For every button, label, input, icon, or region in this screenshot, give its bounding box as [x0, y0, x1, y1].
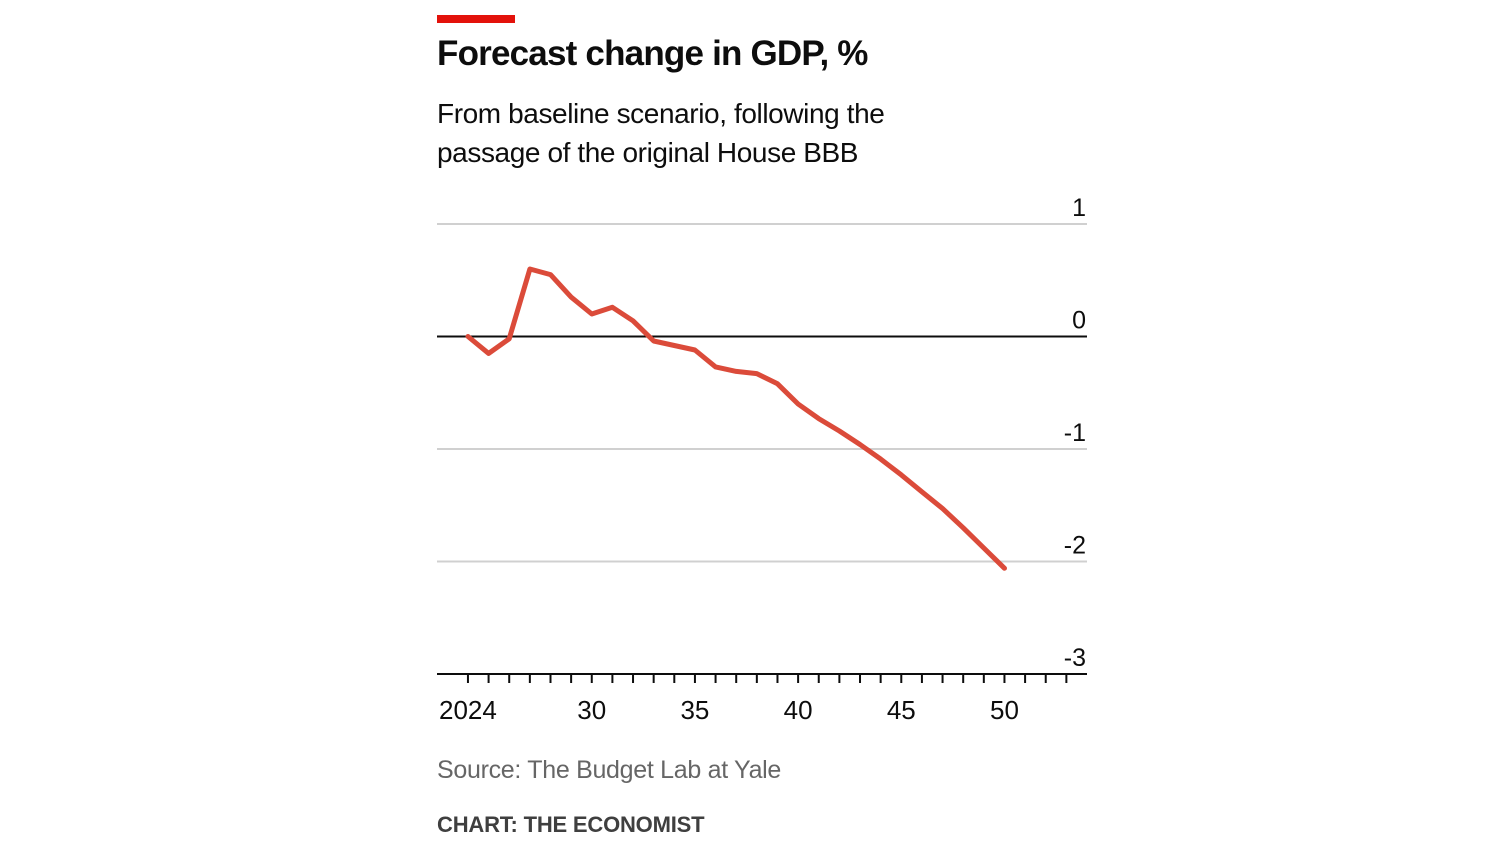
- chart-subtitle: From baseline scenario, following the pa…: [437, 98, 885, 168]
- accent-bar: [437, 15, 515, 23]
- x-tick-label: 45: [887, 695, 916, 725]
- y-tick-label: -2: [1064, 532, 1086, 560]
- gdp-forecast-line: [465, 266, 1007, 571]
- y-tick-label: 1: [1072, 194, 1086, 222]
- y-tick-label: -1: [1064, 419, 1086, 447]
- chart-title: Forecast change in GDP, %: [437, 34, 868, 73]
- x-tick-label: 40: [784, 695, 813, 725]
- x-tick-label: 50: [990, 695, 1019, 725]
- y-tick-label: -3: [1064, 644, 1086, 672]
- chart-credit: CHART: THE ECONOMIST: [437, 812, 705, 837]
- source-note: Source: The Budget Lab at Yale: [437, 756, 782, 784]
- x-tick-label: 30: [577, 695, 606, 725]
- y-tick-label: 0: [1072, 307, 1086, 335]
- x-tick-label: 2024: [439, 695, 497, 725]
- x-tick-label: 35: [680, 695, 709, 725]
